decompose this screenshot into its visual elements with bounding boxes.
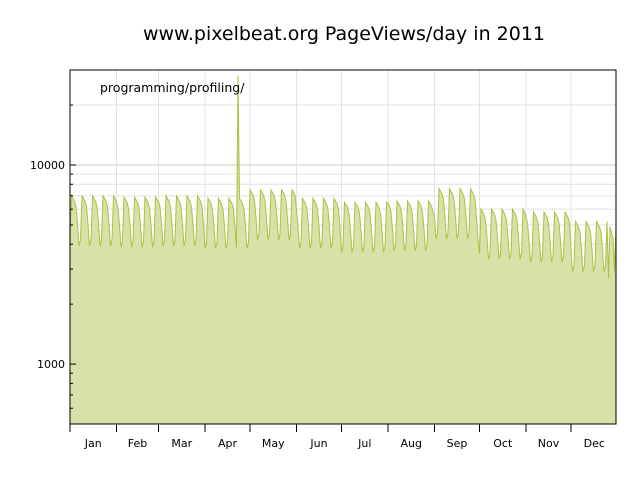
x-tick-label: Apr (218, 437, 238, 450)
x-tick-label: Sep (447, 437, 468, 450)
x-tick-label: Jan (84, 437, 102, 450)
chart-annotation: programming/profiling/ (100, 80, 245, 95)
x-tick-label: Mar (171, 437, 192, 450)
x-tick-label: Nov (538, 437, 560, 450)
x-tick-label: Oct (493, 437, 513, 450)
x-tick-label: Jun (309, 437, 327, 450)
x-tick-label: Feb (128, 437, 147, 450)
pageviews-area (70, 75, 616, 424)
pageviews-series (69, 75, 617, 424)
axes: 1000 10000 Jan Feb Mar Apr May Jun Jul Aug Sep Oct N… (30, 69, 605, 450)
plot-frame (69, 69, 617, 425)
y-tick-label: 1000 (37, 358, 65, 371)
chart-title: www.pixelbeat.org PageViews/day in 2011 (143, 23, 545, 45)
x-tick-label: May (262, 437, 285, 450)
pageviews-line (69, 75, 617, 279)
x-tick-label: Jul (357, 437, 371, 450)
x-tick-label: Dec (584, 437, 605, 450)
x-tick-label: Aug (401, 437, 422, 450)
y-tick-label: 10000 (30, 159, 65, 172)
